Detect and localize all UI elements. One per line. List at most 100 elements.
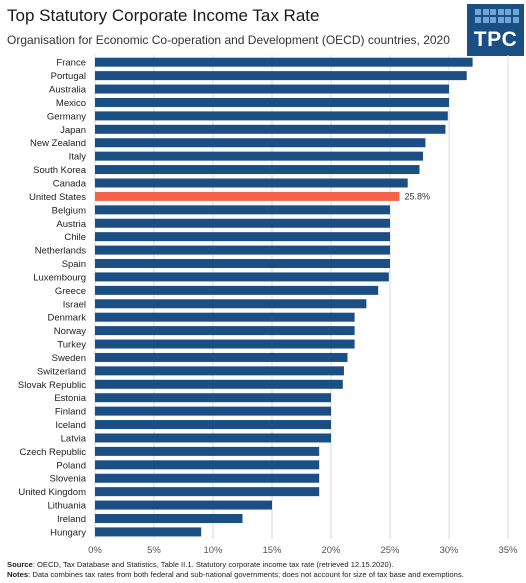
bar [95,460,320,470]
bar [95,299,367,309]
category-label: Portugal [51,71,86,82]
logo-square [482,17,489,23]
x-tick-label: 20% [321,545,341,556]
bar [95,527,202,537]
category-label: Lithuania [47,501,86,512]
category-label: Luxembourg [33,272,86,283]
x-tick-label: 35% [498,545,518,556]
category-label: Iceland [55,420,86,431]
category-label: Slovenia [50,474,87,485]
bar [95,406,331,416]
bar [95,379,343,389]
bar [95,393,331,403]
x-tick-label: 5% [147,545,161,556]
chart-subtitle: Organisation for Economic Co-operation a… [7,33,450,47]
bar [95,500,272,510]
bar [95,111,448,121]
source-label: Source [7,560,33,569]
logo-text: TPC [473,28,518,51]
bar [95,352,348,362]
category-label: Turkey [57,340,86,351]
logo-square [482,9,489,15]
x-tick-label: 25% [380,545,400,556]
category-label: France [56,58,86,69]
logo-square [490,17,496,23]
category-label: Canada [53,178,87,189]
source-line: Source: OECD, Tax Database and Statistic… [7,560,522,570]
source-text: : OECD, Tax Database and Statistics, Tab… [32,560,394,569]
category-label: Italy [69,152,87,163]
logo-square [475,9,481,15]
x-tick-label: 30% [439,545,459,556]
chart-title: Top Statutory Corporate Income Tax Rate [7,6,320,25]
bar [95,487,320,497]
bar [95,84,449,94]
category-label: Mexico [56,98,86,109]
logo-square [475,17,481,23]
category-label: Slovak Republic [18,380,86,391]
logo-square [512,17,519,23]
category-label: Hungary [50,527,86,538]
category-label: Czech Republic [19,447,86,458]
tpc-logo: TPC [467,4,524,56]
bar [95,312,355,322]
bar [95,138,426,148]
logo-square [490,9,496,15]
bar [95,165,420,175]
chart-footer: Source: OECD, Tax Database and Statistic… [7,560,522,580]
category-label: Greece [55,286,86,297]
notes-text: : Data combines tax rates from both fede… [28,570,464,579]
category-label: United Kingdom [18,487,86,498]
bar [95,366,344,376]
category-label: New Zealand [30,138,86,149]
category-label: Israel [63,299,86,310]
category-label: South Korea [33,165,87,176]
category-label: Poland [56,460,86,471]
bar [95,420,331,430]
x-tick-label: 15% [262,545,282,556]
x-tick-label: 10% [203,545,223,556]
logo-square [505,17,511,23]
category-label: Ireland [57,514,86,525]
bar [95,433,331,443]
bar [95,57,473,67]
category-label: Spain [62,259,86,270]
logo-square [497,17,504,23]
x-tick-label: 0% [88,545,102,556]
bar [95,339,355,349]
logo-square [505,9,511,15]
category-label: Netherlands [35,246,86,257]
category-label: Chile [64,232,86,243]
bar [95,71,467,81]
notes-label: Notes [7,570,29,579]
logo-square [497,9,504,15]
category-label: Finland [55,407,86,418]
category-label: Latvia [61,433,87,444]
bar-chart: 0% 5% 10% 15% 20% 25% 30% 35% France Portugal Aust… [18,55,518,556]
category-label: United States [29,192,86,203]
category-label: Belgium [52,205,86,216]
category-label: Denmark [47,313,86,324]
category-label: Sweden [52,353,86,364]
bar [95,245,390,255]
category-label: Japan [60,125,86,136]
bar [95,218,390,228]
bar-highlight [95,191,400,201]
data-label: 25.8% [404,192,430,202]
bar [95,124,446,134]
bar [95,473,320,483]
category-label: Norway [54,326,86,337]
category-label: Switzerland [37,366,86,377]
bar [95,285,379,295]
logo-square [512,9,519,15]
bar [95,259,390,269]
bar [95,513,243,523]
bar [95,446,320,456]
bar [95,326,355,336]
bar [95,272,389,282]
category-label: Germany [47,111,86,122]
bar [95,205,390,215]
category-label: Australia [49,85,87,96]
category-label: Estonia [54,393,86,404]
bar [95,232,390,242]
